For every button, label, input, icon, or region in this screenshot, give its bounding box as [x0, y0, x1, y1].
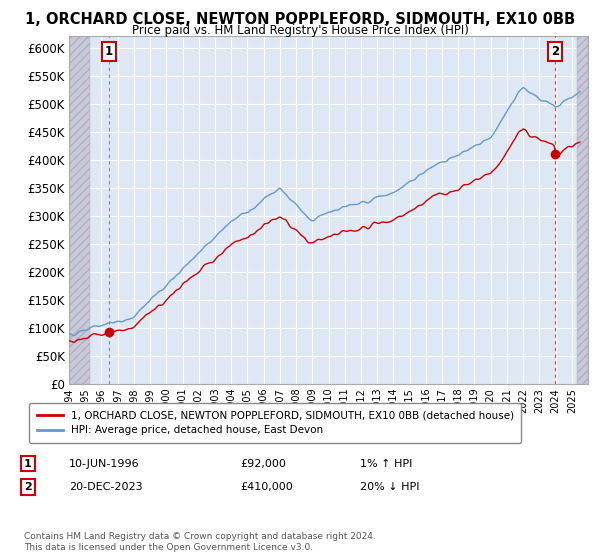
Text: £92,000: £92,000	[240, 459, 286, 469]
Text: 2: 2	[24, 482, 32, 492]
Text: 1, ORCHARD CLOSE, NEWTON POPPLEFORD, SIDMOUTH, EX10 0BB: 1, ORCHARD CLOSE, NEWTON POPPLEFORD, SID…	[25, 12, 575, 27]
Bar	[577, 36, 588, 384]
Legend: 1, ORCHARD CLOSE, NEWTON POPPLEFORD, SIDMOUTH, EX10 0BB (detached house), HPI: A: 1, ORCHARD CLOSE, NEWTON POPPLEFORD, SID…	[29, 403, 521, 443]
Text: 1: 1	[104, 45, 113, 58]
Text: 20-DEC-2023: 20-DEC-2023	[69, 482, 143, 492]
Text: 20% ↓ HPI: 20% ↓ HPI	[360, 482, 419, 492]
Text: Contains HM Land Registry data © Crown copyright and database right 2024.
This d: Contains HM Land Registry data © Crown c…	[24, 532, 376, 552]
Text: 10-JUN-1996: 10-JUN-1996	[69, 459, 140, 469]
Text: 1: 1	[24, 459, 32, 469]
Text: 1% ↑ HPI: 1% ↑ HPI	[360, 459, 412, 469]
Bar	[69, 36, 90, 384]
Text: £410,000: £410,000	[240, 482, 293, 492]
Text: Price paid vs. HM Land Registry's House Price Index (HPI): Price paid vs. HM Land Registry's House …	[131, 24, 469, 36]
Text: 2: 2	[551, 45, 559, 58]
